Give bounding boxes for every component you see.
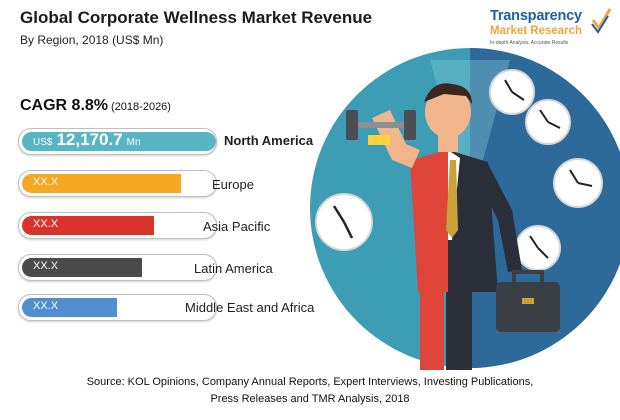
category-label: North America — [224, 133, 314, 148]
bar-fill — [22, 258, 142, 277]
bar-value-label: US$ 12,170.7 Mn — [33, 130, 141, 150]
bar-middle-east-africa: XX.X — [18, 294, 217, 321]
trousers — [446, 290, 472, 370]
source-line-1: Source: KOL Opinions, Company Annual Rep… — [86, 376, 534, 388]
company-logo: Transparency Market Research In-depth An… — [486, 6, 616, 56]
clock-icon — [515, 225, 561, 271]
tank-top — [410, 150, 448, 292]
logo-name: Transparency — [490, 8, 582, 24]
clock-icon — [489, 69, 535, 115]
shorts — [420, 290, 444, 370]
hair — [424, 83, 472, 104]
chart-subtitle: By Region, 2018 (US$ Mn) — [20, 33, 164, 47]
wristband — [368, 135, 390, 145]
logo-tagline: In-depth Analysis. Accurate Results — [490, 40, 569, 46]
bar-asia-pacific: XX.X — [18, 212, 217, 239]
bar-fill — [22, 216, 154, 235]
bar-value-label: XX.X — [33, 176, 59, 188]
clock-icon — [315, 193, 373, 251]
bar-fill — [22, 298, 117, 317]
bar-value-label: XX.X — [33, 300, 59, 312]
head — [425, 86, 471, 138]
bar-latin-america: XX.X — [18, 254, 217, 281]
cagr-period: (2018-2026) — [111, 101, 171, 113]
bar-value: 12,170.7 — [56, 130, 123, 149]
chart-title: Global Corporate Wellness Market Revenue — [20, 8, 373, 27]
bar-north-america: US$ 12,170.7 Mn — [18, 128, 217, 155]
logo-sub: Market Research — [490, 25, 583, 37]
dumbbell-icon — [346, 110, 416, 140]
category-label: Europe — [212, 177, 254, 192]
cagr-label: CAGR 8.8% (2018-2026) — [20, 97, 171, 115]
checkmark-icon — [591, 8, 612, 34]
bar-unit: Mn — [126, 137, 141, 148]
clock-icon — [553, 158, 603, 208]
tie — [446, 160, 458, 238]
category-label: Asia Pacific — [203, 219, 271, 234]
bar-fill — [22, 132, 216, 151]
clock-icon — [525, 99, 571, 145]
bar-currency: US$ — [33, 137, 53, 148]
bar-europe: XX.X — [18, 170, 217, 197]
bar-value-label: XX.X — [33, 218, 59, 230]
category-label: Latin America — [194, 261, 273, 276]
source-note: Source: KOL Opinions, Company Annual Rep… — [0, 374, 620, 408]
source-line-2: Press Releases and TMR Analysis, 2018 — [210, 393, 410, 405]
category-label: Middle East and Africa — [185, 300, 315, 315]
bar-value-label: XX.X — [33, 260, 59, 272]
cagr-value: CAGR 8.8% — [20, 97, 109, 114]
bar-fill — [22, 174, 181, 193]
suit-arm — [482, 164, 522, 272]
briefcase-icon — [496, 270, 560, 332]
